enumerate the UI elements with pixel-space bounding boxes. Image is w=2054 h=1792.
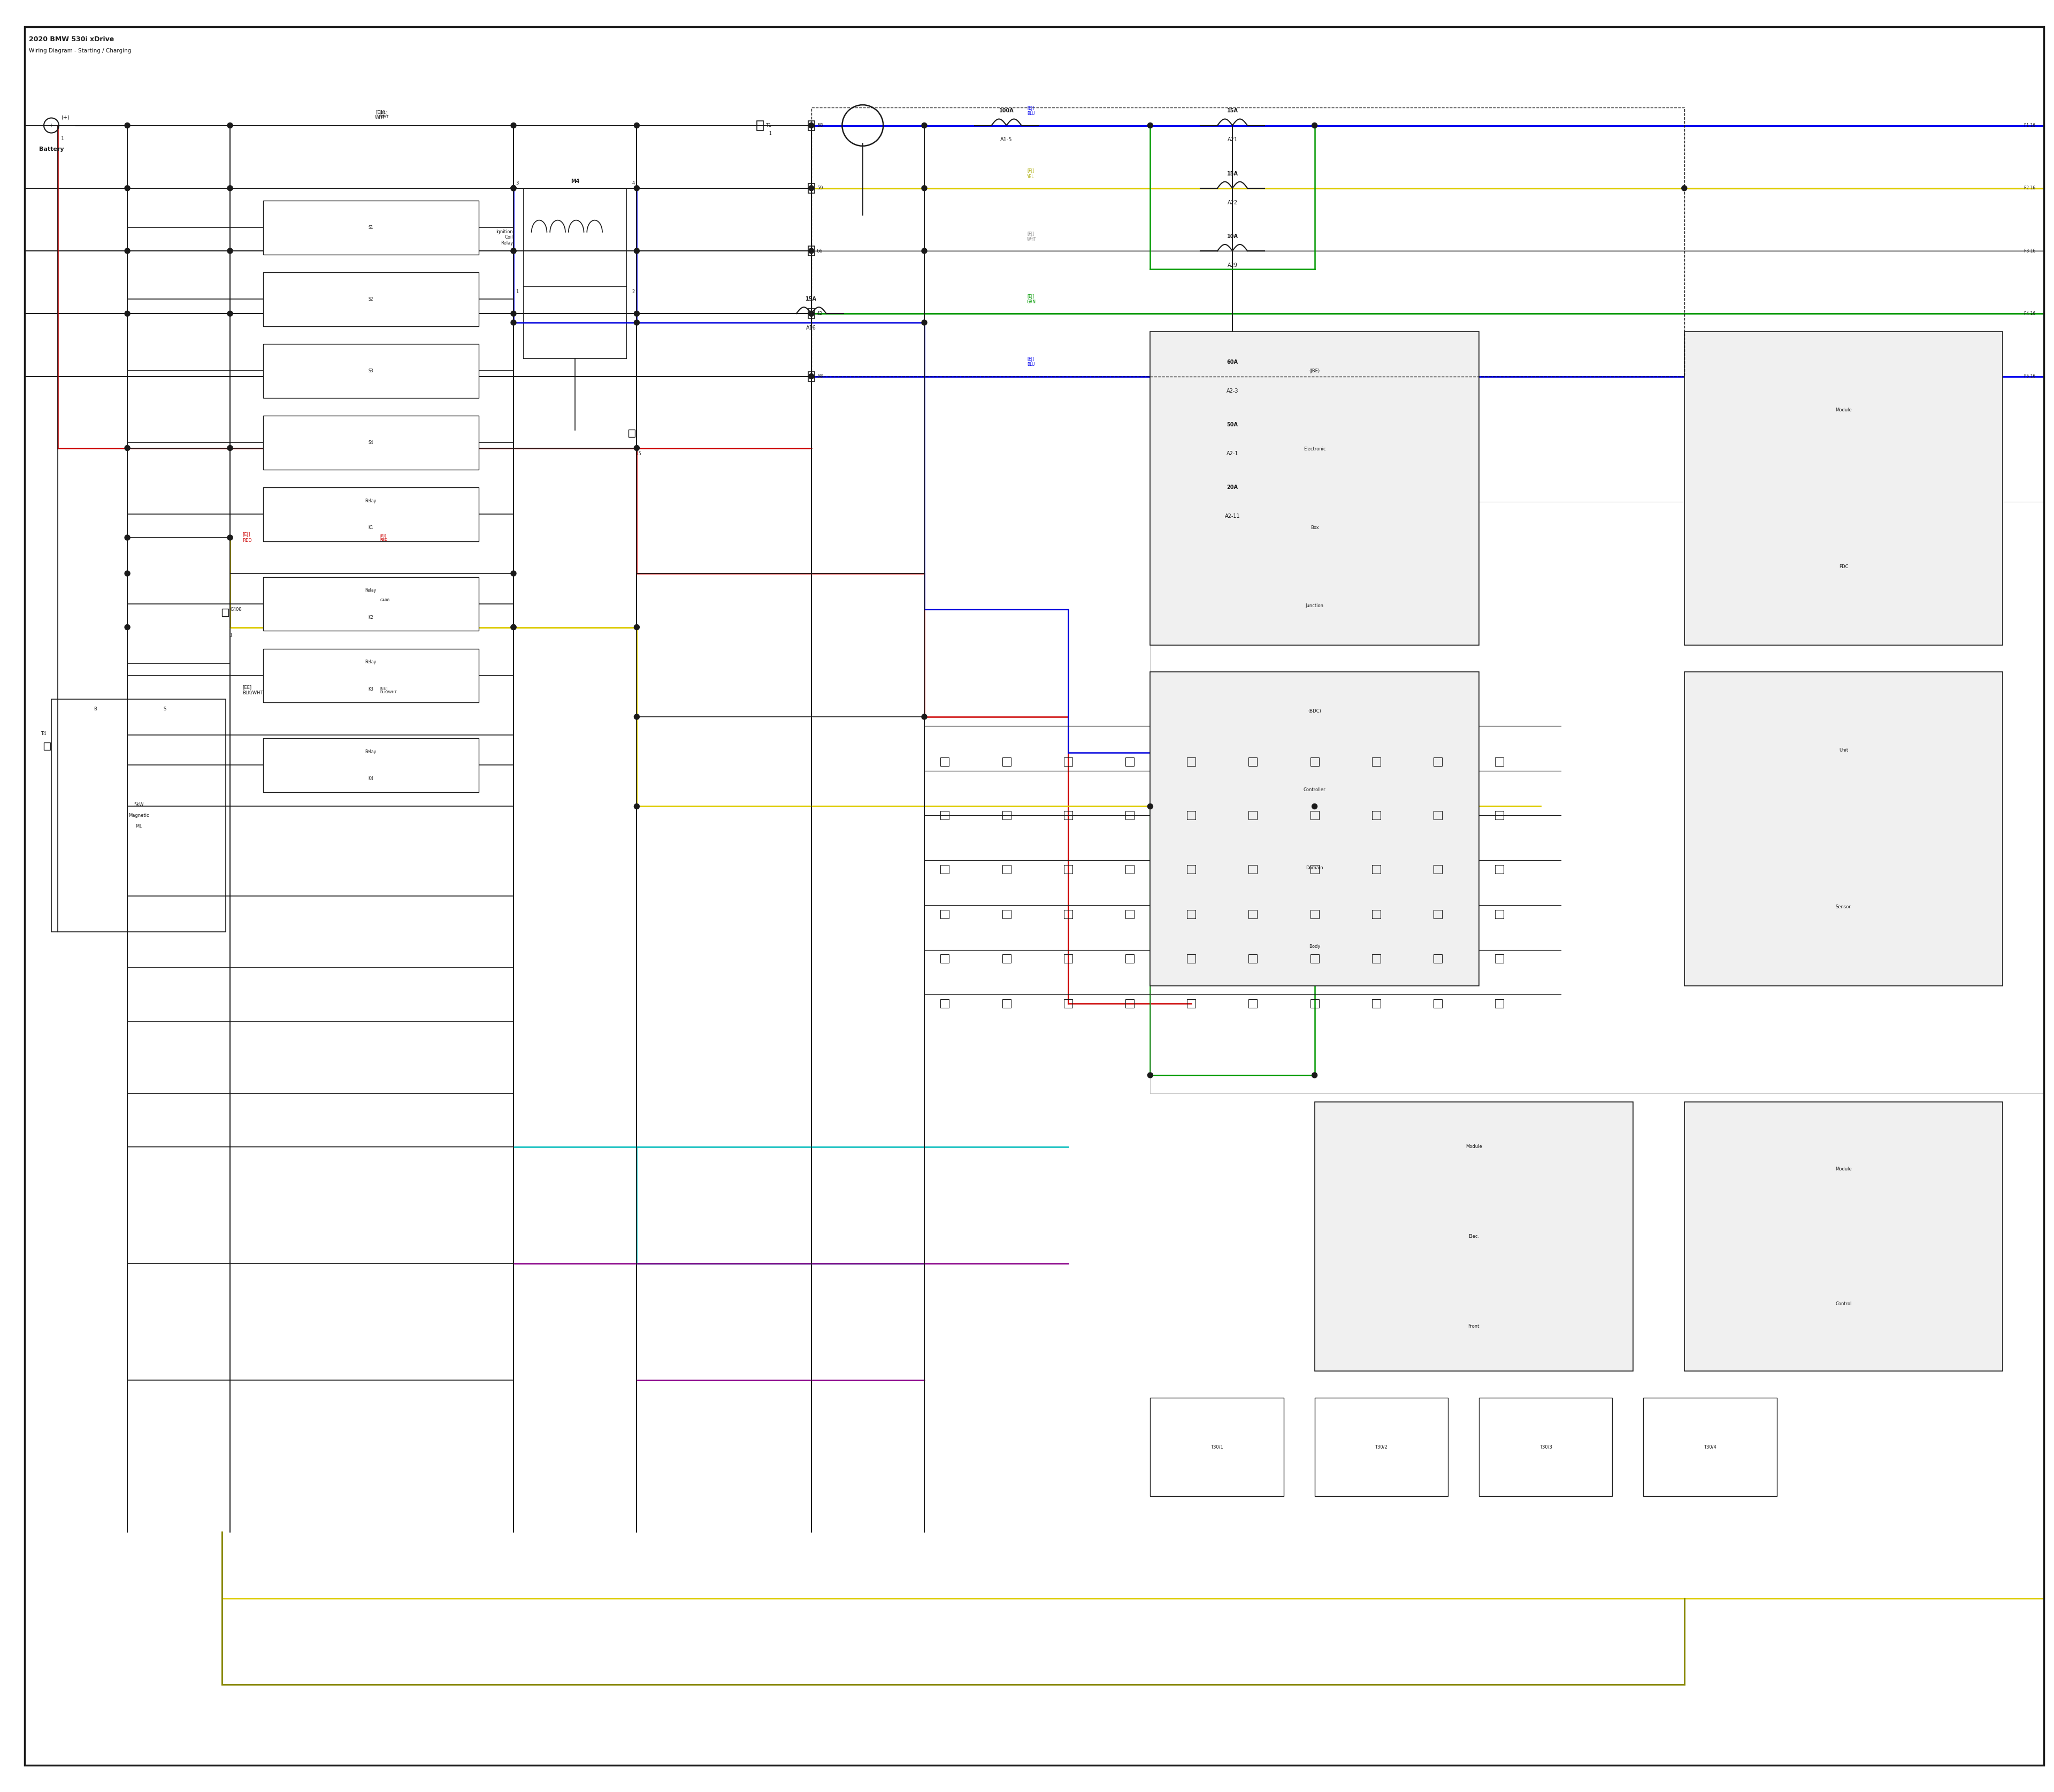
Text: Module: Module xyxy=(1834,407,1853,412)
Bar xyxy=(1315,1398,1448,1496)
Text: 1: 1 xyxy=(516,289,518,294)
Bar xyxy=(1002,812,1011,819)
Circle shape xyxy=(635,625,639,629)
Circle shape xyxy=(1313,1073,1317,1077)
Bar xyxy=(1002,910,1011,918)
Text: Elec.: Elec. xyxy=(1469,1235,1479,1238)
Text: Control: Control xyxy=(1836,1301,1851,1306)
Text: A16: A16 xyxy=(807,326,815,332)
Text: Domain: Domain xyxy=(1306,866,1323,871)
Bar xyxy=(1684,672,2003,986)
Text: S3: S3 xyxy=(368,369,374,373)
Circle shape xyxy=(125,572,129,575)
Text: 2020 BMW 530i xDrive: 2020 BMW 530i xDrive xyxy=(29,36,113,43)
Circle shape xyxy=(125,249,129,253)
Text: M4: M4 xyxy=(571,179,579,185)
Text: S: S xyxy=(164,706,166,711)
Text: [EJ]
RED: [EJ] RED xyxy=(380,534,388,541)
Text: F3 16: F3 16 xyxy=(2023,249,2036,253)
Bar xyxy=(1126,812,1134,819)
Bar xyxy=(807,371,815,382)
Text: [EE]
BLK/WHT: [EE] BLK/WHT xyxy=(380,686,396,694)
Text: [EJ]
BLU: [EJ] BLU xyxy=(1027,357,1035,367)
Bar xyxy=(1372,866,1380,873)
Text: C408: C408 xyxy=(230,607,242,611)
Bar xyxy=(1249,758,1257,765)
Bar xyxy=(1495,1000,1504,1007)
Circle shape xyxy=(922,124,926,127)
Text: 15: 15 xyxy=(637,452,641,457)
Text: 50A: 50A xyxy=(1226,421,1239,426)
Circle shape xyxy=(809,249,813,253)
Text: 58: 58 xyxy=(817,124,824,127)
Text: 5kW: 5kW xyxy=(134,803,144,806)
Bar xyxy=(807,183,815,194)
Bar xyxy=(1187,812,1195,819)
Bar xyxy=(629,430,635,437)
Text: 15A: 15A xyxy=(1226,108,1239,113)
Text: T4: T4 xyxy=(41,731,45,737)
Text: Electronic: Electronic xyxy=(1304,446,1325,452)
Text: A22: A22 xyxy=(1228,201,1237,206)
Circle shape xyxy=(809,375,813,378)
Text: [E1]
WHT: [E1] WHT xyxy=(374,109,386,120)
Text: A2-3: A2-3 xyxy=(1226,389,1239,394)
Circle shape xyxy=(809,124,813,127)
Bar xyxy=(263,201,479,254)
Bar xyxy=(1479,1398,1612,1496)
Bar xyxy=(1310,955,1319,962)
Bar xyxy=(1310,812,1319,819)
Text: T30/4: T30/4 xyxy=(1703,1444,1717,1450)
Text: Relay: Relay xyxy=(366,659,376,665)
Text: 1: 1 xyxy=(62,136,64,142)
Bar xyxy=(1310,866,1319,873)
Circle shape xyxy=(511,625,516,629)
Bar xyxy=(941,1000,949,1007)
Text: A29: A29 xyxy=(1228,263,1237,269)
Text: F5 16: F5 16 xyxy=(2023,375,2036,378)
Bar xyxy=(941,812,949,819)
Text: 15A: 15A xyxy=(805,296,817,301)
Bar xyxy=(1372,758,1380,765)
Bar xyxy=(807,246,815,256)
Circle shape xyxy=(511,572,516,575)
Bar xyxy=(1684,1102,2003,1371)
Text: A21: A21 xyxy=(1228,138,1237,143)
Text: M1: M1 xyxy=(136,824,142,828)
Circle shape xyxy=(922,715,926,719)
Bar xyxy=(1187,758,1195,765)
Text: 3: 3 xyxy=(516,181,518,186)
Bar xyxy=(1002,955,1011,962)
Bar xyxy=(1495,955,1504,962)
Bar xyxy=(1310,758,1319,765)
Bar xyxy=(1064,812,1072,819)
Bar xyxy=(1126,866,1134,873)
Text: (+): (+) xyxy=(62,115,70,120)
Text: S4: S4 xyxy=(368,441,374,444)
Bar xyxy=(1495,758,1504,765)
Bar xyxy=(1495,866,1504,873)
Text: 1: 1 xyxy=(230,633,232,638)
Bar xyxy=(1434,910,1442,918)
Bar xyxy=(263,272,479,326)
Text: Relay: Relay xyxy=(366,498,376,504)
Text: 58: 58 xyxy=(817,375,824,378)
Circle shape xyxy=(228,186,232,190)
Circle shape xyxy=(125,536,129,539)
Bar xyxy=(1002,866,1011,873)
Bar xyxy=(1372,812,1380,819)
Bar xyxy=(941,866,949,873)
Text: 10A: 10A xyxy=(1226,233,1239,238)
Bar xyxy=(263,738,479,792)
Circle shape xyxy=(809,312,813,315)
Text: [EJ]
YEL: [EJ] YEL xyxy=(1027,168,1035,179)
Text: 15A: 15A xyxy=(1226,170,1239,176)
Bar xyxy=(1315,1102,1633,1371)
Text: Wiring Diagram - Starting / Charging: Wiring Diagram - Starting / Charging xyxy=(29,48,131,54)
Text: A2-1: A2-1 xyxy=(1226,452,1239,457)
Circle shape xyxy=(1148,805,1152,808)
Circle shape xyxy=(1148,1073,1152,1077)
Text: S2: S2 xyxy=(368,297,374,301)
Circle shape xyxy=(922,321,926,324)
Bar xyxy=(1372,910,1380,918)
